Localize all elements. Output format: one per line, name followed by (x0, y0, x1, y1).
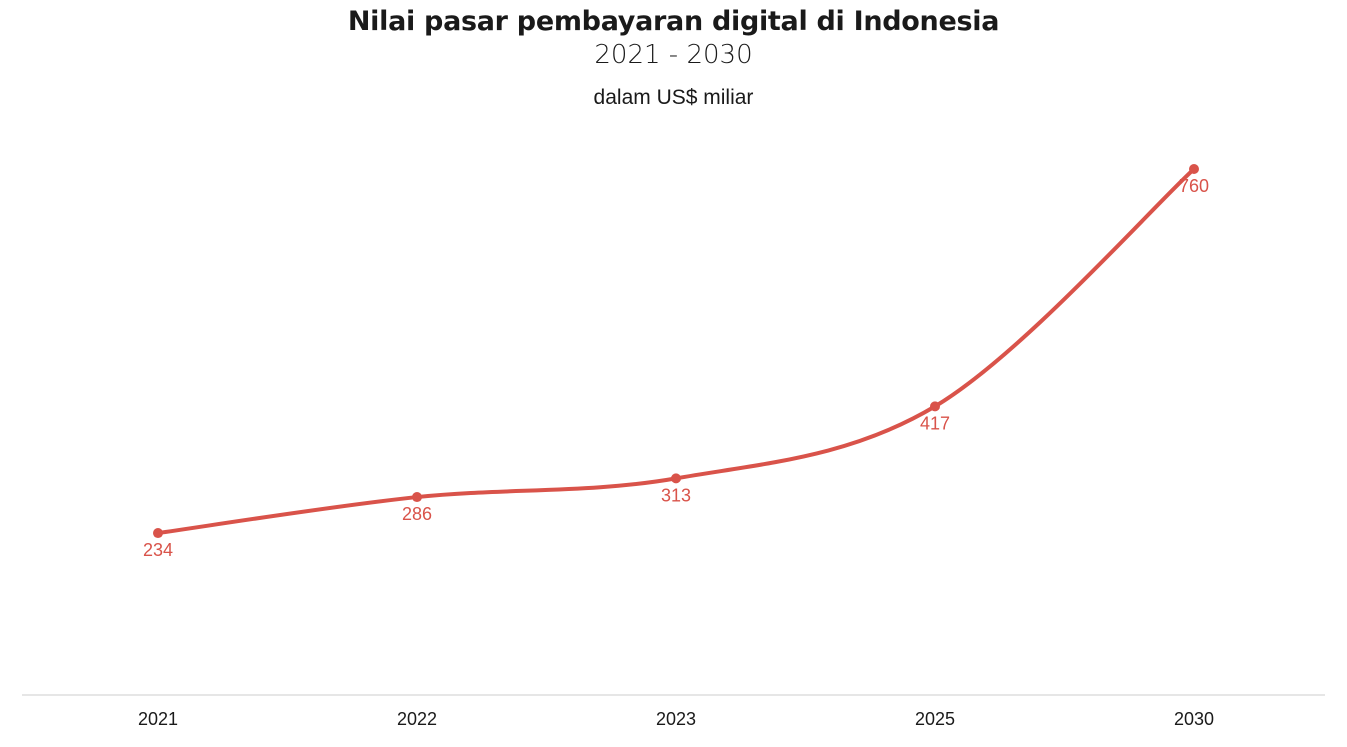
data-point (671, 473, 681, 484)
data-label: 234 (143, 540, 173, 560)
data-point (1189, 164, 1199, 174)
x-tick-label: 2022 (397, 709, 437, 729)
x-tick-label: 2030 (1174, 709, 1214, 729)
data-point (153, 528, 163, 539)
x-tick-label: 2023 (656, 709, 696, 729)
chart-subtitle: 2021 - 2030 (594, 40, 753, 70)
data-point (412, 492, 422, 503)
chart-title: Nilai pasar pembayaran digital di Indone… (347, 6, 1000, 37)
data-point (930, 401, 940, 412)
data-label: 286 (402, 504, 432, 524)
x-tick-label: 2025 (915, 709, 955, 729)
unit-label: dalam US$ miliar (593, 86, 754, 109)
data-label: 417 (920, 413, 950, 433)
data-label: 760 (1179, 176, 1209, 196)
x-tick-label: 2021 (138, 709, 178, 729)
data-label: 313 (661, 485, 691, 505)
